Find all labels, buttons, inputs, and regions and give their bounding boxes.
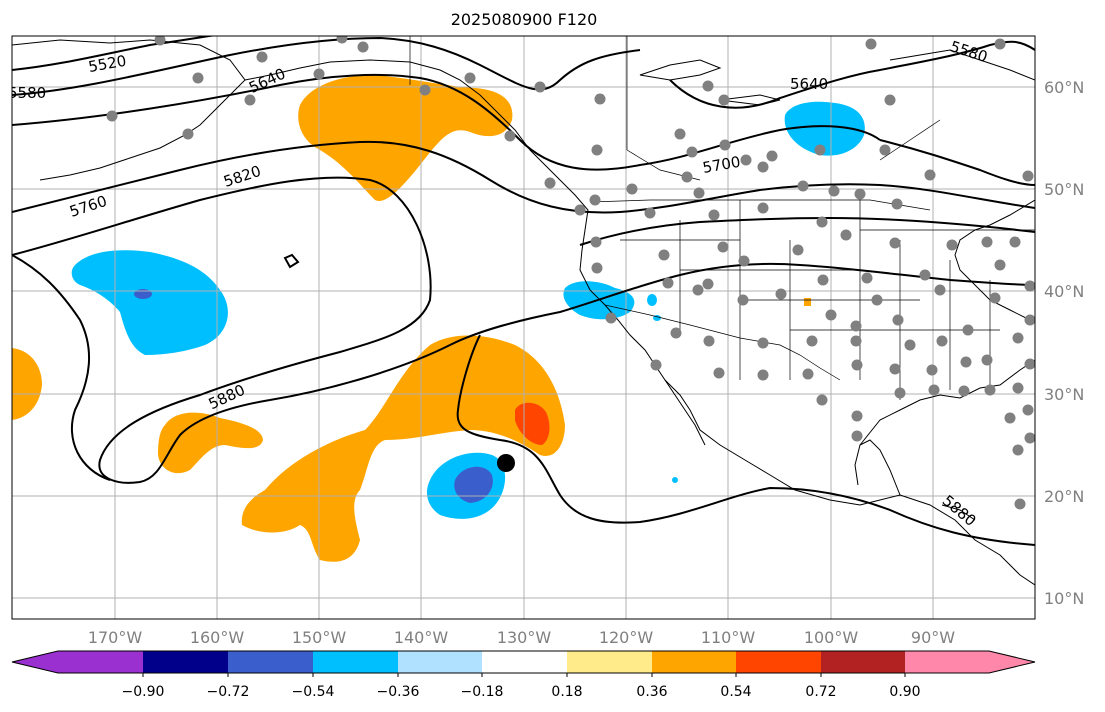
longitude-tick-label: 160°W [190, 628, 245, 647]
positive-anomaly-region [298, 75, 513, 201]
colorbar-tick-label: −0.90 [122, 684, 165, 700]
colorbar-tick-label: −0.36 [377, 684, 420, 700]
latitude-ticks: 60°N 50°N 40°N 30°N 20°N 10°N [1044, 78, 1084, 608]
latitude-tick-label: 60°N [1044, 78, 1084, 97]
colorbar-segment [398, 651, 482, 673]
longitude-tick-label: 130°W [497, 628, 552, 647]
longitude-tick-label: 150°W [292, 628, 347, 647]
latitude-tick-label: 30°N [1044, 385, 1084, 404]
colorbar-segment [482, 651, 567, 673]
strong-negative-anomaly-region [454, 466, 493, 503]
colorbar-segment [652, 651, 736, 673]
colorbar-tick-label: −0.54 [292, 684, 335, 700]
colorbar: −0.90 −0.72 −0.54 −0.36 −0.18 0.18 0.36 … [11, 650, 1036, 700]
coastlines [12, 39, 1035, 586]
longitude-tick-label: 90°W [911, 628, 955, 647]
colorbar-segment [228, 651, 313, 673]
colorbar-segment [143, 651, 228, 673]
longitude-tick-label: 120°W [599, 628, 654, 647]
latitude-tick-label: 20°N [1044, 487, 1084, 506]
colorbar-segment [567, 651, 652, 673]
colorbar-segment [905, 651, 989, 673]
colorbar-segment [989, 651, 1035, 673]
observation-stations [106, 36, 1035, 510]
map-frame [11, 35, 1036, 620]
colorbar-segment [58, 651, 143, 673]
storm-center-marker [497, 454, 515, 472]
positive-anomaly-region [158, 412, 263, 474]
longitude-ticks: 170°W 160°W 150°W 140°W 130°W 120°W 110°… [88, 628, 955, 647]
map-title: 2025080900 F120 [450, 10, 598, 29]
negative-anomaly-region [647, 294, 657, 306]
longitude-tick-label: 170°W [88, 628, 143, 647]
colorbar-outline [11, 650, 1036, 674]
colorbar-tick-label: 0.54 [720, 684, 751, 700]
colorbar-segment [313, 651, 398, 673]
height-contours [12, 36, 1035, 546]
contour-label: 5580 [8, 84, 46, 102]
political-borders [409, 36, 1035, 400]
colorbar-tick-label: 0.90 [889, 684, 920, 700]
latitude-tick-label: 50°N [1044, 180, 1084, 199]
colorbar-segment [821, 651, 905, 673]
longitude-tick-label: 110°W [701, 628, 756, 647]
latitude-tick-label: 40°N [1044, 282, 1084, 301]
colorbar-tick-label: −0.18 [461, 684, 504, 700]
positive-anomaly-region [241, 335, 565, 562]
colorbar-tick-label: 0.36 [636, 684, 667, 700]
colorbar-tick-label: −0.72 [207, 684, 250, 700]
colorbar-segment [736, 651, 821, 673]
graticule [12, 36, 1035, 619]
longitude-tick-label: 140°W [394, 628, 449, 647]
colorbar-segment [12, 651, 58, 673]
negative-anomaly-region [672, 477, 678, 483]
positive-anomaly-region [804, 298, 811, 306]
longitude-tick-label: 100°W [804, 628, 859, 647]
positive-anomaly-region [12, 348, 42, 420]
negative-anomaly-region [784, 101, 865, 156]
colorbar-tick-label: 0.72 [805, 684, 836, 700]
latitude-tick-label: 10°N [1044, 589, 1084, 608]
negative-anomaly-region [71, 250, 228, 355]
contour-label: 5640 [790, 75, 828, 93]
colorbar-tick-label: 0.18 [551, 684, 582, 700]
